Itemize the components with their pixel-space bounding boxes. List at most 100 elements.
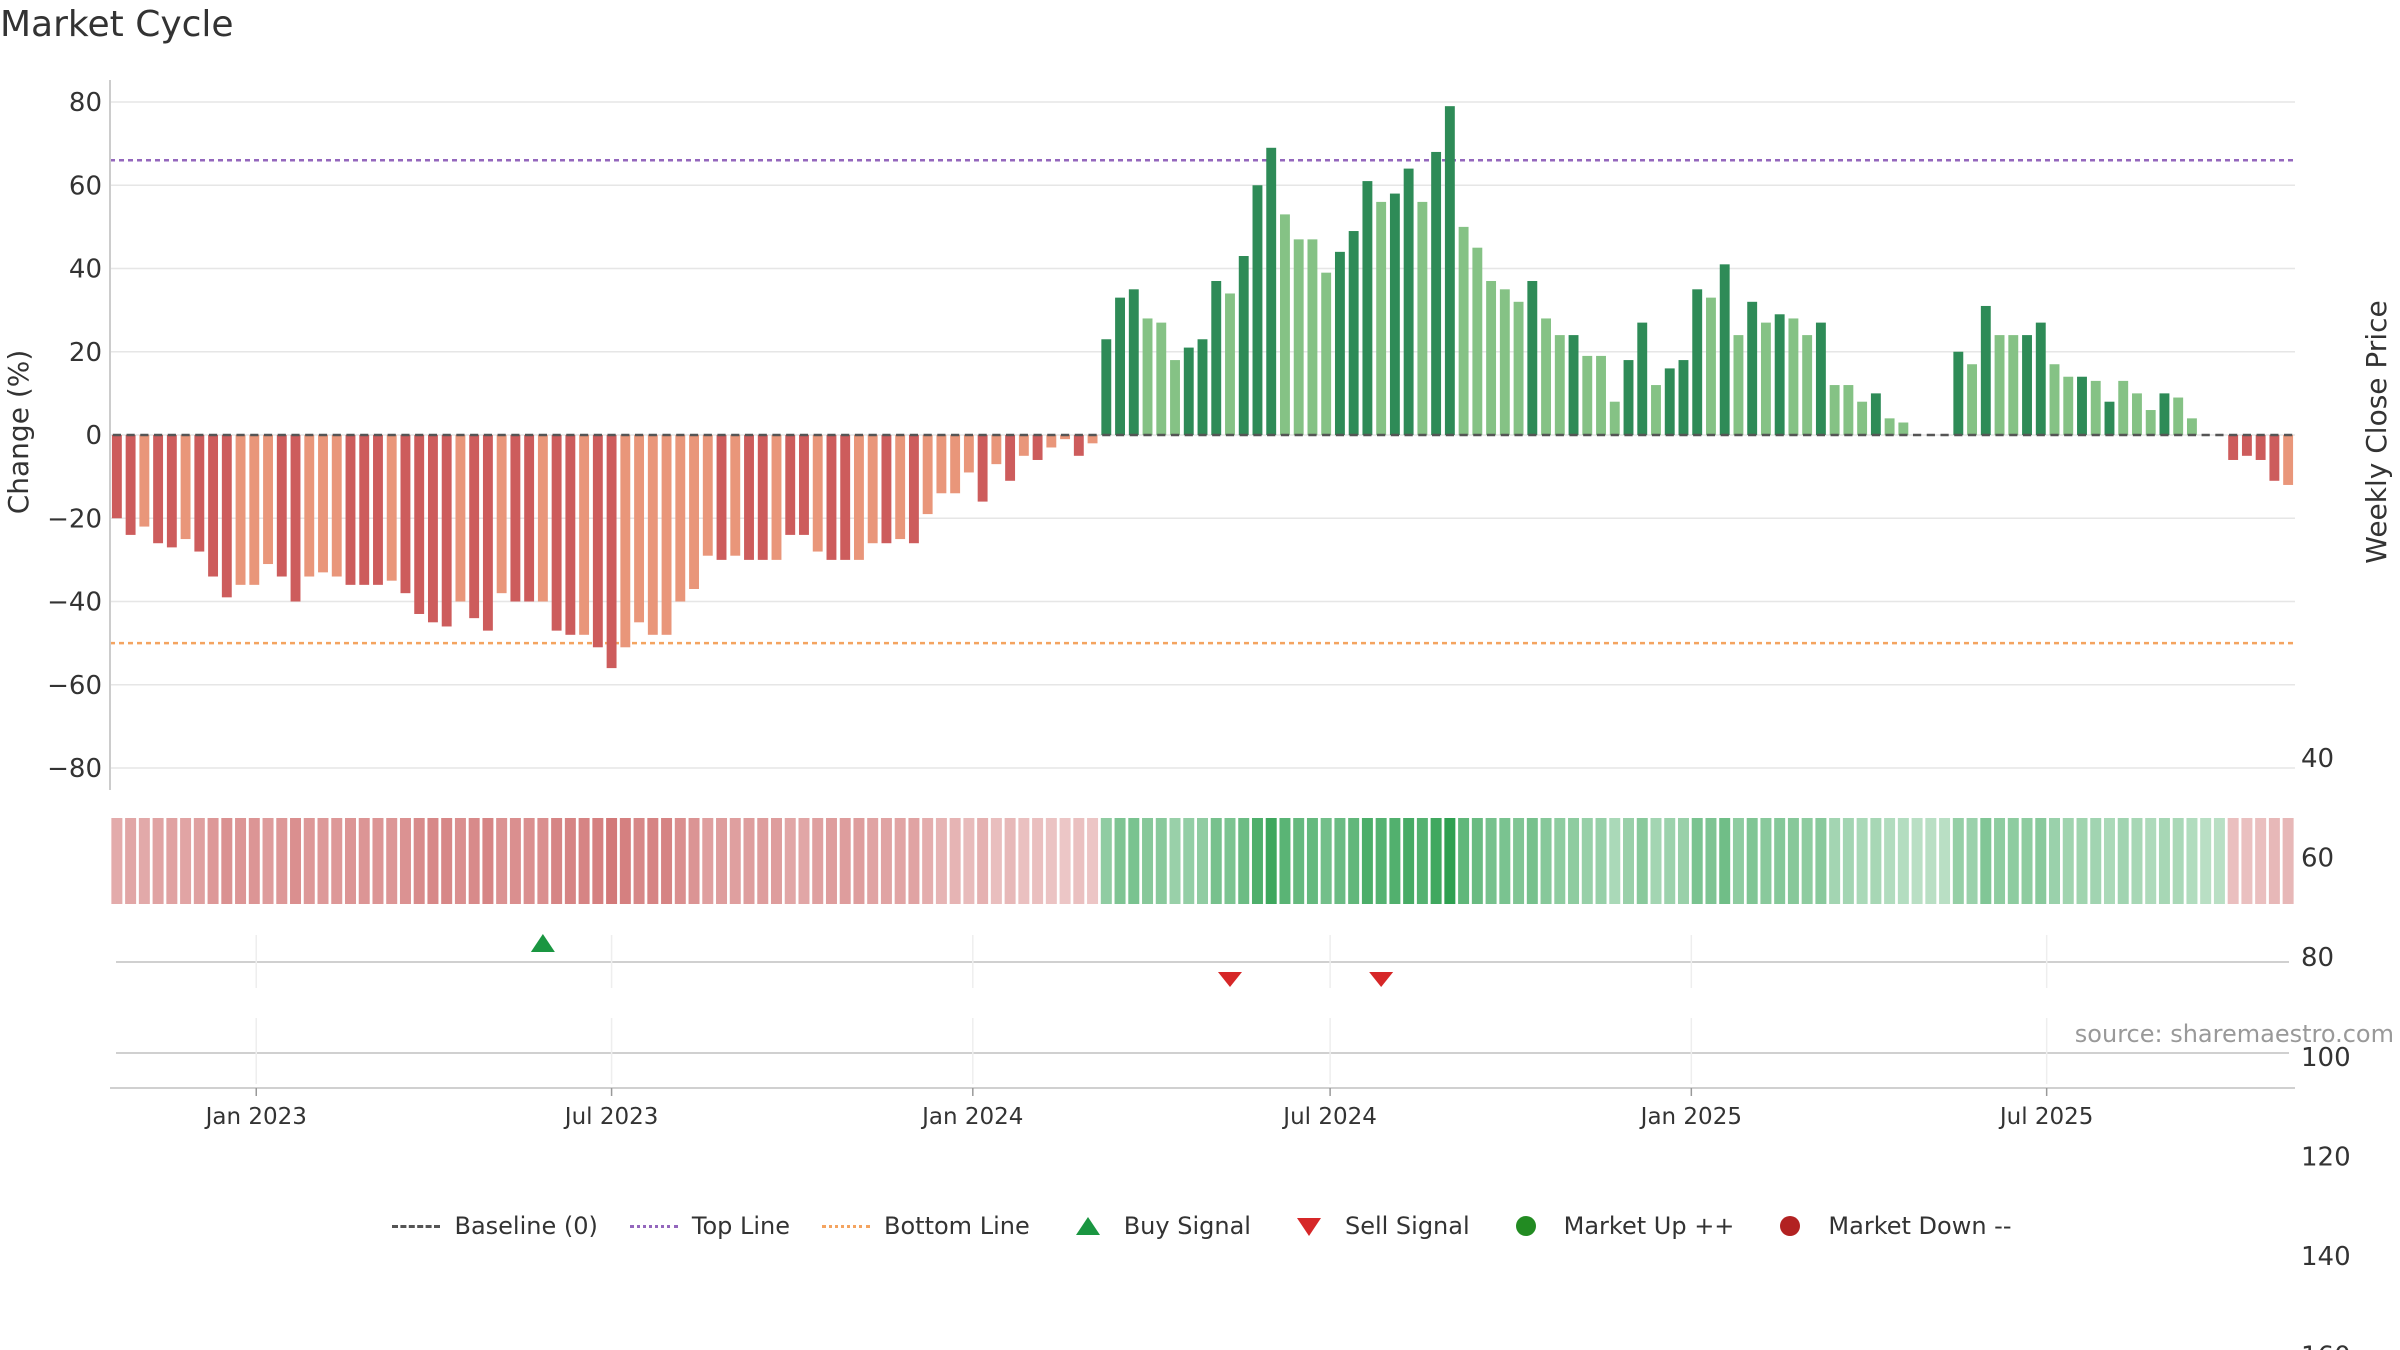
change-bar bbox=[1156, 322, 1167, 435]
heat-cell bbox=[2282, 818, 2294, 904]
change-bar bbox=[2035, 322, 2046, 435]
change-bar bbox=[400, 435, 411, 594]
heat-cell bbox=[1430, 818, 1442, 904]
heat-cell bbox=[1870, 818, 1882, 904]
change-bar bbox=[1128, 289, 1139, 435]
heat-cell bbox=[358, 818, 370, 904]
heat-cell bbox=[1018, 818, 1030, 904]
triangle-up-icon bbox=[1058, 1212, 1114, 1240]
change-bar bbox=[1815, 322, 1826, 435]
heat-cell bbox=[661, 818, 673, 904]
change-bar bbox=[2283, 435, 2294, 485]
change-bar bbox=[2132, 393, 2142, 435]
change-bar bbox=[1018, 435, 1029, 456]
heat-cell bbox=[193, 818, 205, 904]
legend-item: Sell Signal bbox=[1279, 1212, 1470, 1240]
change-bar bbox=[963, 435, 974, 473]
change-bar bbox=[1802, 335, 1813, 435]
change-bar bbox=[1568, 335, 1579, 435]
heat-cell bbox=[1059, 818, 1071, 904]
change-bar bbox=[1444, 106, 1455, 435]
change-bar bbox=[1321, 272, 1332, 435]
change-bar bbox=[1060, 435, 1071, 440]
change-bar bbox=[1087, 435, 1098, 444]
change-bar bbox=[1596, 355, 1606, 435]
change-bar bbox=[716, 435, 727, 560]
change-bar bbox=[867, 435, 878, 544]
heat-cell bbox=[1073, 818, 1085, 904]
heat-cell bbox=[2158, 818, 2170, 904]
change-bar bbox=[1623, 360, 1634, 435]
heat-cell bbox=[2007, 818, 2019, 904]
heat-cell bbox=[606, 818, 618, 904]
heat-cell bbox=[2268, 818, 2280, 904]
change-bar bbox=[1651, 385, 1661, 435]
heat-cell bbox=[1609, 818, 1621, 904]
heat-cell bbox=[248, 818, 260, 904]
heat-cell bbox=[825, 818, 837, 904]
grid-lines bbox=[110, 101, 2295, 769]
change-bar bbox=[1554, 335, 1565, 435]
heat-cell bbox=[1032, 818, 1044, 904]
heat-cell bbox=[1856, 818, 1868, 904]
change-bar bbox=[263, 435, 273, 565]
heat-cell bbox=[1719, 818, 1731, 904]
change-bar bbox=[386, 435, 397, 581]
legend-label: Bottom Line bbox=[884, 1212, 1030, 1240]
heat-cell bbox=[1499, 818, 1511, 904]
heat-cell bbox=[276, 818, 288, 904]
heat-cell bbox=[1224, 818, 1236, 904]
change-bar bbox=[1252, 185, 1263, 435]
heat-cell bbox=[1966, 818, 1978, 904]
heat-cell bbox=[1980, 818, 1992, 904]
change-bar bbox=[1280, 214, 1290, 435]
change-bar bbox=[1197, 339, 1208, 435]
y-tick-label: −20 bbox=[47, 504, 102, 534]
heat-cell bbox=[1142, 818, 1154, 904]
heat-cell bbox=[152, 818, 164, 904]
heat-cell bbox=[2241, 818, 2253, 904]
change-bar bbox=[139, 435, 150, 527]
heat-cell bbox=[1265, 818, 1277, 904]
change-bar bbox=[689, 435, 699, 590]
heat-cell bbox=[413, 818, 425, 904]
heat-cell bbox=[344, 818, 356, 904]
change-bar bbox=[1967, 364, 1978, 435]
heat-cell bbox=[207, 818, 219, 904]
heat-cell bbox=[496, 818, 508, 904]
heat-cell bbox=[551, 818, 563, 904]
heat-cell bbox=[1169, 818, 1181, 904]
change-bar bbox=[1513, 301, 1524, 435]
change-bar bbox=[359, 435, 370, 585]
heat-cell bbox=[221, 818, 233, 904]
legend-item: Bottom Line bbox=[818, 1212, 1030, 1240]
change-bar bbox=[2269, 435, 2280, 481]
heat-cell bbox=[716, 818, 728, 904]
heat-cell bbox=[729, 818, 741, 904]
heat-cell bbox=[2021, 818, 2033, 904]
heat-cell bbox=[235, 818, 247, 904]
heat-cell bbox=[633, 818, 645, 904]
change-bar bbox=[799, 435, 809, 535]
heat-cell bbox=[1691, 818, 1703, 904]
change-bar bbox=[853, 435, 864, 560]
sell-signal-marker bbox=[1369, 972, 1394, 987]
heat-cell bbox=[1403, 818, 1415, 904]
heat-cell bbox=[427, 818, 439, 904]
heat-cell bbox=[2049, 818, 2061, 904]
change-bar bbox=[208, 435, 219, 577]
heat-cell bbox=[2255, 818, 2267, 904]
change-bar bbox=[2228, 435, 2239, 460]
heat-cell bbox=[290, 818, 302, 904]
reference-lines bbox=[110, 159, 2295, 645]
heat-cell bbox=[1911, 818, 1923, 904]
heat-cell bbox=[880, 818, 892, 904]
change-bar bbox=[2145, 410, 2156, 435]
change-bar bbox=[565, 435, 576, 635]
change-bar bbox=[2049, 364, 2060, 435]
change-bar bbox=[579, 435, 590, 635]
change-bar bbox=[1527, 280, 1538, 435]
change-bar bbox=[441, 435, 452, 627]
change-bar bbox=[2159, 393, 2170, 435]
y-tick-label: 40 bbox=[69, 255, 102, 285]
